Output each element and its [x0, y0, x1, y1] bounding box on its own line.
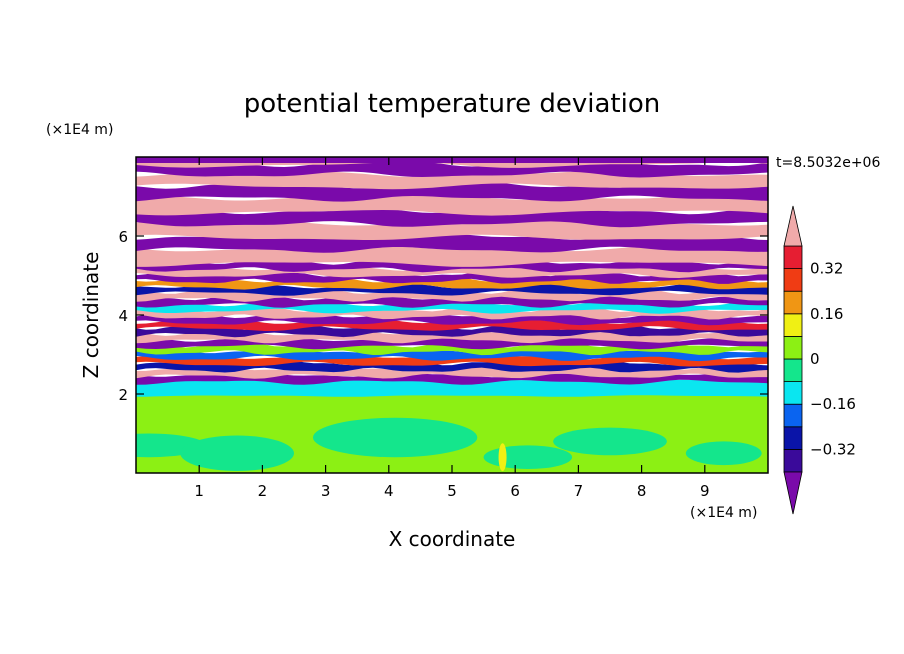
colorbar-segment	[783, 448, 803, 473]
mixed-layer-band	[136, 330, 768, 344]
colorbar-label: 0.32	[810, 260, 843, 278]
colorbar-segment	[783, 268, 803, 292]
lower-layer-blob	[553, 427, 667, 456]
colorbar-segment	[783, 403, 803, 428]
x-tick-label: 9	[700, 482, 710, 500]
x-axis-ticks: 1 2 3 4 5 6 7 8 9	[194, 157, 710, 500]
mixed-layer-band	[136, 271, 768, 284]
y-tick-label: 6	[118, 228, 128, 246]
contour-field	[136, 157, 768, 473]
y-axis-label: Z coordinate	[79, 252, 103, 379]
x-axis-unit: (×1E4 m)	[690, 505, 757, 521]
y-axis-unit: (×1E4 m)	[46, 122, 113, 138]
colorbar-extend-max	[783, 205, 803, 247]
x-tick-label: 4	[384, 482, 394, 500]
colorbar-label: −0.16	[810, 395, 856, 413]
lower-layer-blob	[312, 417, 478, 458]
colorbar-segment	[783, 290, 803, 315]
x-tick-label: 3	[321, 482, 331, 500]
time-label: t=8.5032e+06	[776, 155, 880, 171]
mixed-layer-band	[136, 342, 768, 356]
upper-layer-stripe	[136, 160, 768, 178]
colorbar-label: −0.32	[810, 440, 856, 458]
y-tick-label: 4	[118, 307, 128, 325]
colorbar-segment	[783, 313, 803, 337]
colorbar-segment	[783, 358, 803, 383]
x-tick-label: 2	[258, 482, 268, 500]
upper-layer-stripe	[136, 207, 768, 228]
colorbar-extend-min	[783, 471, 803, 515]
x-tick-label: 8	[637, 482, 647, 500]
mixed-layer-band	[136, 318, 768, 331]
colorbar-label: 0.16	[810, 305, 843, 323]
lower-layer-blob	[180, 435, 294, 472]
colorbar-segment	[783, 381, 803, 405]
chart-title: potential temperature deviation	[244, 89, 660, 119]
x-tick-label: 5	[447, 482, 457, 500]
lower-layer-blob	[498, 443, 507, 472]
colorbar-segment	[783, 335, 803, 360]
x-tick-label: 7	[574, 482, 584, 500]
upper-layer-stripe	[136, 182, 768, 202]
lower-layer-blob	[685, 441, 762, 466]
x-axis-label: X coordinate	[389, 527, 516, 551]
mixed-layer-band	[136, 283, 768, 296]
y-tick-label: 2	[118, 386, 128, 404]
upper-layer-stripe	[136, 194, 768, 216]
x-tick-label: 6	[510, 482, 520, 500]
colorbar-segment	[783, 245, 803, 270]
colorbar-segment	[783, 426, 803, 450]
y-axis-ticks: 2 4 6	[118, 228, 768, 404]
lower-layer-blob	[483, 445, 573, 470]
mixed-layer-band	[136, 307, 768, 320]
colorbar-label: 0	[810, 350, 820, 368]
x-tick-label: 1	[194, 482, 204, 500]
mixed-layer-band	[136, 295, 768, 308]
colorbar: 0.32 0.16 0 −0.16 −0.32	[783, 205, 856, 515]
